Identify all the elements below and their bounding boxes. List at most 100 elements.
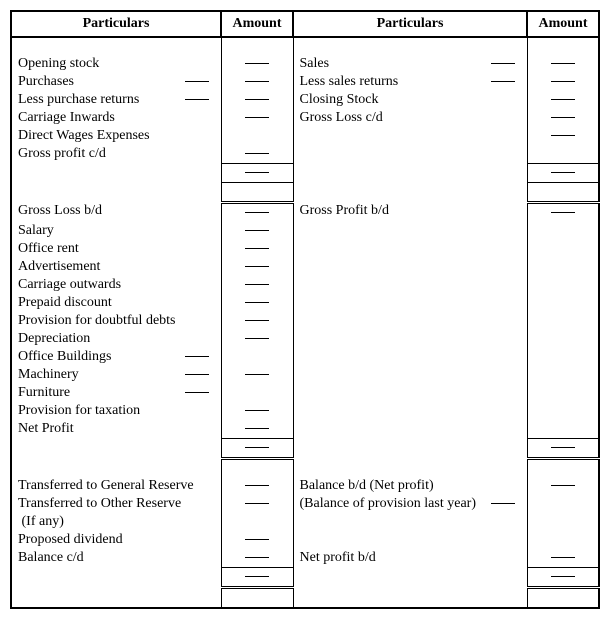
- amount-cell-right: [527, 145, 599, 164]
- amount-cell-left: [221, 438, 293, 458]
- amount-cell-left: [221, 330, 293, 348]
- amount-cell-left: [221, 109, 293, 127]
- amount-cell-right: [527, 240, 599, 258]
- spacer-row: [11, 183, 599, 203]
- row-label: Opening stock: [18, 56, 99, 71]
- particulars-cell-right: [293, 366, 527, 384]
- amount-cell-right: [527, 222, 599, 240]
- row-label: [300, 128, 304, 143]
- row-label: (Balance of provision last year): [300, 496, 477, 511]
- amount-cell-left: [221, 477, 293, 495]
- particulars-cell-right: [293, 420, 527, 439]
- row-label: Proposed dividend: [18, 532, 123, 547]
- amount-dash-icon: [551, 485, 575, 486]
- amount-dash-icon: [551, 99, 575, 100]
- amount-cell-left: [221, 145, 293, 164]
- particulars-cell-left: Opening stock: [11, 55, 221, 73]
- row-label: Office rent: [18, 241, 79, 256]
- amount-dash-icon: [245, 266, 269, 267]
- row-label: Balance b/d (Net profit): [300, 478, 434, 493]
- particulars-cell-right: [293, 438, 527, 458]
- amount-dash-icon: [245, 485, 269, 486]
- header-particulars-left: Particulars: [11, 11, 221, 37]
- amount-cell-left: [221, 276, 293, 294]
- row-label: [300, 146, 304, 161]
- particulars-cell-left: Furniture: [11, 384, 221, 402]
- table-row: [11, 164, 599, 183]
- row-label: Provision for doubtful debts: [18, 313, 176, 328]
- table-row: [11, 568, 599, 588]
- particulars-cell-right: (Balance of provision last year): [293, 495, 527, 513]
- particulars-cell-right: [293, 384, 527, 402]
- particulars-cell-right: Less sales returns: [293, 73, 527, 91]
- row-label: [18, 165, 22, 180]
- row-label: [18, 439, 22, 454]
- row-label: [300, 514, 304, 529]
- row-label: Salary: [18, 223, 54, 238]
- amount-cell-right: [527, 366, 599, 384]
- amount-dash-icon: [245, 338, 269, 339]
- row-label: Less purchase returns: [18, 92, 139, 107]
- table-row: Less purchase returnsClosing Stock: [11, 91, 599, 109]
- amount-cell-right: [527, 568, 599, 588]
- table-row: Proposed dividend: [11, 531, 599, 549]
- row-label: [300, 241, 304, 256]
- amount-dash-icon: [245, 576, 269, 577]
- amount-dash-icon: [245, 410, 269, 411]
- particulars-cell-left: Office Buildings: [11, 348, 221, 366]
- header-amount-right: Amount: [527, 11, 599, 37]
- amount-dash-icon: [245, 248, 269, 249]
- row-label: Purchases: [18, 74, 74, 89]
- amount-dash-icon: [551, 557, 575, 558]
- particulars-cell-left: Net Profit: [11, 420, 221, 439]
- row-label: Advertisement: [18, 259, 100, 274]
- trading-pl-account-table: Particulars Amount Particulars Amount Op…: [10, 10, 600, 609]
- table-row: Carriage outwards: [11, 276, 599, 294]
- amount-dash-icon: [245, 374, 269, 375]
- amount-dash-icon: [245, 557, 269, 558]
- amount-cell-right: [527, 294, 599, 312]
- amount-cell-left: [221, 202, 293, 222]
- table-row: Provision for doubtful debts: [11, 312, 599, 330]
- spacer-row: [11, 588, 599, 608]
- row-label: Balance c/d: [18, 550, 84, 565]
- inline-dash-icon: [185, 99, 209, 100]
- amount-dash-icon: [551, 63, 575, 64]
- table-row: Provision for taxation: [11, 402, 599, 420]
- table-row: Transferred to Other Reserve (Balance of …: [11, 495, 599, 513]
- row-label: [300, 385, 304, 400]
- table-row: Opening stockSales: [11, 55, 599, 73]
- amount-cell-left: [221, 164, 293, 183]
- particulars-cell-left: [11, 164, 221, 183]
- amount-cell-right: [527, 477, 599, 495]
- row-label: Provision for taxation: [18, 403, 140, 418]
- row-label: Depreciation: [18, 331, 90, 346]
- amount-dash-icon: [551, 81, 575, 82]
- row-label: [18, 569, 22, 584]
- particulars-cell-left: Transferred to General Reserve: [11, 477, 221, 495]
- spacer-row: [11, 458, 599, 477]
- amount-cell-left: [221, 240, 293, 258]
- amount-dash-icon: [551, 447, 575, 448]
- amount-dash-icon: [245, 230, 269, 231]
- amount-dash-icon: [245, 447, 269, 448]
- inline-dash-icon: [185, 81, 209, 82]
- amount-dash-icon: [245, 539, 269, 540]
- amount-dash-icon: [245, 284, 269, 285]
- amount-cell-left: [221, 312, 293, 330]
- row-label: (If any): [18, 514, 64, 529]
- amount-cell-right: [527, 330, 599, 348]
- particulars-cell-left: (If any): [11, 513, 221, 531]
- row-label: [300, 313, 304, 328]
- amount-cell-right: [527, 258, 599, 276]
- row-label: Transferred to Other Reserve: [18, 496, 181, 511]
- amount-cell-right: [527, 513, 599, 531]
- amount-cell-left: [221, 402, 293, 420]
- row-label: Gross Loss b/d: [18, 203, 102, 218]
- amount-cell-left: [221, 127, 293, 145]
- particulars-cell-left: Provision for doubtful debts: [11, 312, 221, 330]
- row-label: [300, 295, 304, 310]
- particulars-cell-left: Purchases: [11, 73, 221, 91]
- amount-cell-right: [527, 402, 599, 420]
- table-row: Advertisement: [11, 258, 599, 276]
